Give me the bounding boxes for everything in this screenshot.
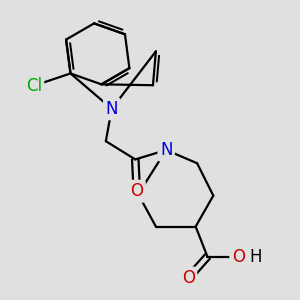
Text: O: O [182,269,195,287]
Text: O: O [232,248,245,266]
Text: O: O [130,182,143,200]
Text: N: N [160,141,172,159]
Text: H: H [250,248,262,266]
Text: Cl: Cl [26,77,42,95]
Text: N: N [106,100,118,118]
